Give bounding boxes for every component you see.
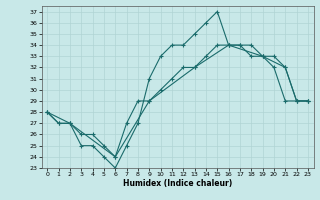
X-axis label: Humidex (Indice chaleur): Humidex (Indice chaleur) (123, 179, 232, 188)
